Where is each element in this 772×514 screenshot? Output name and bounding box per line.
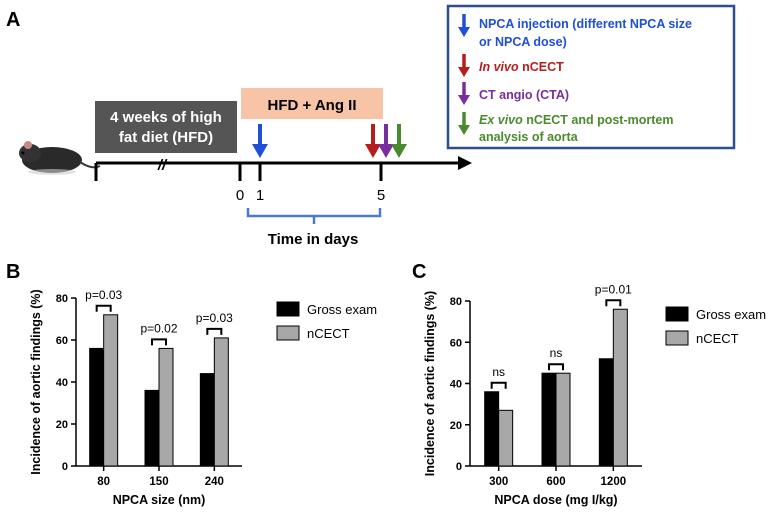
y-tick-label: 20: [450, 420, 462, 432]
significance-label: ns: [550, 346, 563, 360]
legend-swatch-gross-exam: [276, 301, 300, 317]
legend-label: nCECT: [307, 326, 350, 341]
y-tick-label: 60: [450, 337, 462, 349]
bar-gross-exam-240: [199, 373, 215, 467]
timeline-break-mark: //: [157, 157, 168, 174]
y-tick-label: 20: [56, 419, 68, 431]
x-axis-label: NPCA size (nm): [113, 493, 206, 507]
y-tick-label: 40: [56, 377, 68, 389]
y-tick-label: 0: [62, 461, 68, 473]
legend-npca-line2: or NPCA dose): [479, 35, 567, 49]
significance-bracket: [206, 327, 223, 335]
chart-npca-size: 0 20 40 60 80 Incidence of aortic findings (%…: [29, 288, 377, 507]
y-tick-label: 80: [450, 296, 462, 308]
hfd-box-line2: fat diet (HFD): [119, 129, 213, 146]
significance-bracket: [151, 338, 167, 346]
bar-ncect-1200: [612, 308, 628, 467]
timeline-xlabel: Time in days: [268, 231, 359, 248]
legend-arrow-icon-green: [458, 112, 470, 135]
arrow-icon-exvivo: [391, 124, 407, 158]
chart-npca-dose: 0 20 40 60 80 Incidence of aortic findings (%…: [423, 282, 766, 507]
timeline-legend-box: [446, 4, 736, 150]
significance-bracket: [490, 381, 507, 389]
legend-label: Gross exam: [696, 307, 766, 322]
significance-label: ns: [492, 365, 505, 379]
legend-swatch-ncect: [276, 325, 300, 341]
x-tick-label: 150: [149, 476, 168, 488]
tick-label-1: 1: [256, 187, 264, 204]
timeline-arrowhead: [458, 156, 472, 170]
panel-label-c: C: [412, 261, 426, 283]
tick-label-5: 5: [377, 187, 385, 204]
legend-exvivo-line2: analysis of aorta: [479, 130, 579, 144]
y-tick-label: 80: [56, 293, 68, 305]
legend-label: nCECT: [696, 331, 739, 346]
y-axis-label: Incidence of aortic findings (%): [29, 289, 43, 474]
significance-label: p=0.03: [85, 288, 122, 302]
legend-npca-line1: NPCA injection (different NPCA size: [479, 17, 692, 31]
x-tick-label: 1200: [601, 476, 627, 488]
legend-invivo-italic: In vivo: [479, 60, 519, 74]
panel-label-b: B: [6, 261, 20, 283]
y-tick-label: 60: [56, 335, 68, 347]
panel-label-a: A: [6, 9, 20, 31]
y-tick-label: 40: [450, 379, 462, 391]
legend-swatch-gross-exam: [665, 306, 689, 322]
legend-arrow-icon-red: [458, 54, 470, 77]
bar-gross-exam-600: [541, 372, 557, 467]
time-bracket: [246, 208, 382, 224]
hfd-box: [95, 101, 237, 153]
legend-arrow-icon-purple: [458, 82, 470, 105]
arrow-icon-cta: [378, 124, 394, 158]
x-tick-label: 80: [97, 476, 110, 488]
x-tick-label: 600: [546, 476, 565, 488]
legend-invivo-rest: nCECT: [519, 60, 565, 74]
y-axis-label: Incidence of aortic findings (%): [423, 291, 437, 476]
bar-ncect-150: [158, 347, 174, 467]
angii-box-label: HFD + Ang II: [267, 97, 356, 114]
legend-invivo: In vivo nCECT: [479, 60, 564, 74]
significance-bracket: [548, 363, 564, 371]
bar-gross-exam-80: [89, 347, 105, 467]
hfd-box-line1: 4 weeks of high: [110, 109, 222, 126]
bar-ncect-80: [103, 314, 119, 467]
bar-ncect-600: [555, 372, 571, 467]
arrow-icon-npca: [252, 124, 268, 158]
legend-cta: CT angio (CTA): [479, 88, 569, 102]
significance-label: p=0.02: [140, 321, 177, 335]
legend-swatch-ncect: [665, 330, 689, 346]
legend-label: Gross exam: [307, 302, 377, 317]
arrow-icon-invivo: [365, 124, 381, 158]
legend-arrow-icon-blue: [458, 14, 470, 37]
bar-gross-exam-1200: [598, 358, 614, 467]
mouse-illustration: [19, 141, 101, 175]
bar-gross-exam-300: [484, 391, 500, 467]
x-tick-label: 240: [205, 476, 224, 488]
tick-label-0: 0: [236, 187, 244, 204]
x-tick-label: 300: [489, 476, 508, 488]
angii-box: [241, 88, 383, 119]
significance-label: p=0.01: [595, 282, 632, 296]
y-tick-label: 0: [456, 461, 462, 473]
bar-gross-exam-150: [144, 389, 160, 467]
bar-ncect-300: [498, 409, 514, 467]
significance-bracket: [95, 304, 112, 312]
significance-label: p=0.03: [196, 311, 233, 325]
legend-exvivo-italic: Ex vivo: [479, 113, 523, 127]
x-axis-label: NPCA dose (mg I/kg): [494, 493, 617, 507]
bar-ncect-240: [213, 337, 229, 467]
legend-exvivo-rest: nCECT and post-mortem: [523, 113, 674, 127]
legend-exvivo-line1: Ex vivo nCECT and post-mortem: [479, 113, 673, 127]
significance-bracket: [605, 299, 622, 307]
